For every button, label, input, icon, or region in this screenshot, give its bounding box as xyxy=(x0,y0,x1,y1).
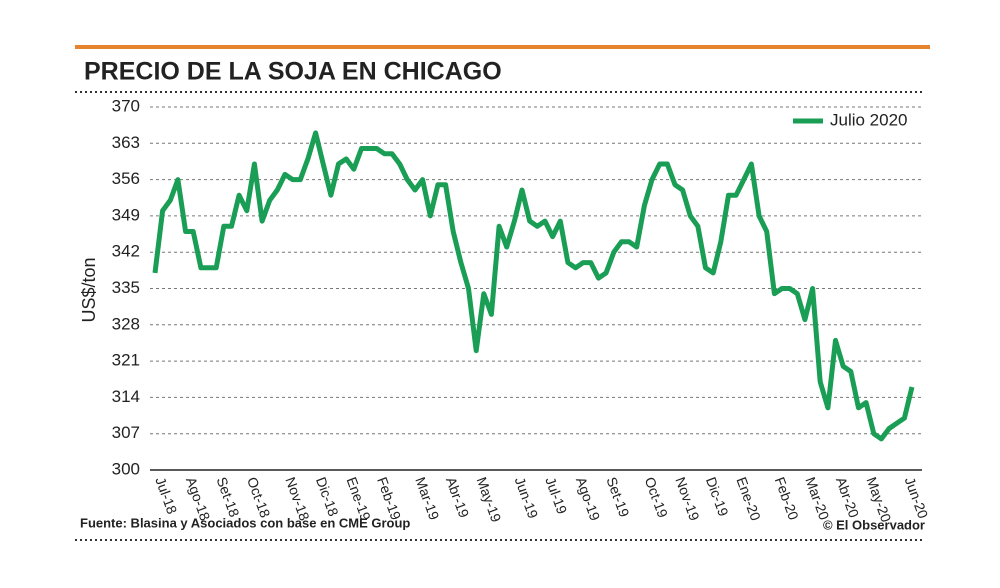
y-tick-label: 300 xyxy=(112,459,140,478)
y-tick-label: 328 xyxy=(112,314,140,333)
y-tick-label: 335 xyxy=(112,278,140,297)
y-tick-label: 370 xyxy=(112,96,140,115)
source: Fuente: Blasina y Asociados con base en … xyxy=(80,515,410,530)
data-line xyxy=(152,130,915,442)
y-tick-label: 342 xyxy=(112,242,140,261)
legend-label: Julio 2020 xyxy=(830,110,908,129)
y-axis-label: US$/ton xyxy=(79,257,99,322)
y-tick-label: 363 xyxy=(112,133,140,152)
y-tick-label: 307 xyxy=(112,423,140,442)
y-tick-label: 356 xyxy=(112,169,140,188)
chart-title: PRECIO DE LA SOJA EN CHICAGO xyxy=(84,58,502,86)
y-tick-label: 314 xyxy=(112,387,140,406)
y-tick-label: 349 xyxy=(112,205,140,224)
y-tick-label: 321 xyxy=(112,351,140,370)
credit: © El Observador xyxy=(823,517,925,532)
